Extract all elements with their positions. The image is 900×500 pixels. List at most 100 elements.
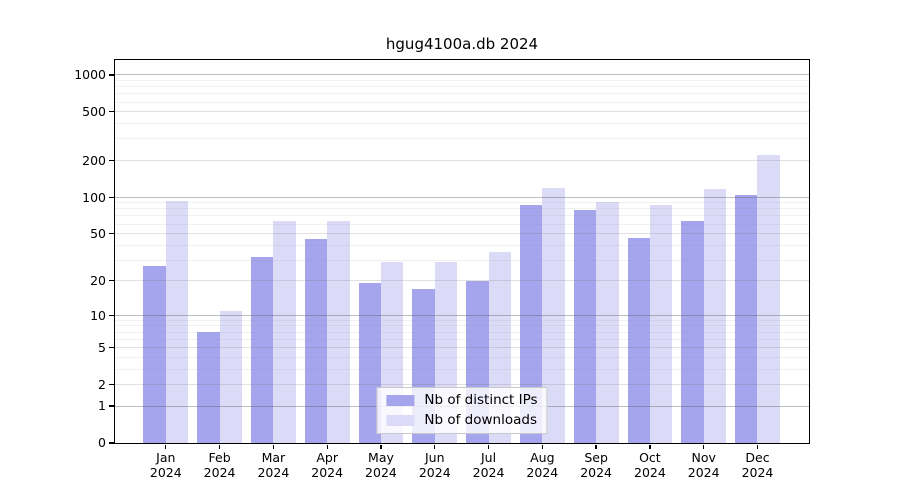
gridline-9	[115, 319, 809, 321]
x-tick-label-dec: Dec 2024	[730, 450, 784, 481]
y-tick-5	[109, 346, 114, 349]
x-tick-year: 2024	[634, 465, 666, 480]
x-tick-label-jan: Jan 2024	[139, 450, 193, 481]
gridline-5	[115, 347, 809, 349]
x-tick-month: Jul	[480, 449, 497, 465]
gridline-200	[115, 159, 809, 161]
x-tick-label-may: May 2024	[354, 450, 408, 481]
bar-aug-downloads	[542, 187, 565, 443]
gridline-4	[115, 356, 809, 358]
gridline-900	[115, 80, 809, 82]
x-tick-year: 2024	[311, 465, 344, 480]
gridline-70	[115, 215, 809, 217]
x-tick-year: 2024	[687, 465, 720, 480]
y-tick-0	[109, 442, 114, 444]
gridline-10	[115, 314, 809, 316]
bar-sep-downloads	[596, 202, 619, 443]
gridline-6	[115, 338, 809, 340]
x-tick-year: 2024	[580, 465, 613, 480]
y-tick-1000	[109, 74, 114, 76]
y-tick-label-500: 500	[82, 104, 106, 120]
x-tick-month: Jun	[424, 449, 445, 465]
x-tick-month: Mar	[261, 449, 286, 465]
y-tick-label-2: 2	[98, 376, 106, 392]
gridline-300	[115, 138, 809, 140]
bar-dec-distinct-ips	[735, 195, 758, 443]
x-tick-label-nov: Nov 2024	[677, 450, 731, 481]
x-tick-month: Apr	[316, 449, 338, 465]
bar-may-distinct-ips	[358, 283, 381, 443]
x-tick-year: 2024	[418, 465, 451, 480]
gridline-60	[115, 223, 809, 225]
y-tick-1	[109, 405, 114, 407]
x-tick-month: Oct	[639, 449, 661, 465]
x-tick-label-mar: Mar 2024	[246, 450, 300, 481]
x-tick-label-sep: Sep 2024	[569, 450, 623, 481]
x-tick-month: Feb	[208, 449, 231, 465]
y-tick-label-200: 200	[82, 152, 106, 168]
gridline-3	[115, 368, 809, 370]
legend: Nb of distinct IPs Nb of downloads	[376, 387, 548, 434]
x-tick-month: Sep	[584, 449, 608, 465]
bar-jan-downloads	[165, 200, 189, 443]
x-tick-jul	[487, 444, 490, 449]
x-tick-label-jun: Jun 2024	[408, 450, 462, 481]
x-tick-year: 2024	[203, 465, 236, 480]
legend-row-downloads: Nb of downloads	[386, 412, 537, 429]
y-tick-label-1: 1	[98, 398, 106, 414]
bar-jan-distinct-ips	[143, 265, 166, 443]
gridline-500	[115, 111, 809, 113]
plot-area: Nb of distinct IPs Nb of downloads 1000 5…	[74, 59, 810, 480]
x-tick-label-jul: Jul 2024	[462, 450, 516, 481]
x-tick-label-oct: Oct 2024	[623, 450, 677, 481]
x-tick-jan	[165, 444, 167, 449]
x-tick-year: 2024	[149, 465, 182, 480]
gridline-50	[115, 233, 809, 235]
bar-nov-downloads	[703, 188, 727, 443]
y-tick-label-0: 0	[98, 435, 106, 451]
x-tick-jun	[434, 444, 436, 449]
bar-apr-downloads	[327, 220, 350, 443]
y-tick-label-1000: 1000	[74, 67, 106, 83]
gridline-800	[115, 86, 809, 88]
bar-mar-downloads	[273, 220, 296, 443]
bar-dec-downloads	[757, 155, 780, 443]
y-tick-50	[109, 232, 114, 235]
y-tick-200	[109, 159, 114, 162]
bar-oct-downloads	[649, 205, 673, 443]
chart-title: hgug4100a.db 2024	[385, 35, 539, 53]
bar-oct-distinct-ips	[627, 237, 650, 443]
gridline-2	[115, 383, 809, 385]
bar-feb-downloads	[219, 310, 242, 443]
bar-nov-distinct-ips	[681, 220, 704, 443]
x-tick-feb	[218, 444, 221, 449]
legend-row-distinct-ips: Nb of distinct IPs	[386, 392, 538, 409]
y-tick-500	[109, 111, 114, 113]
x-tick-aug	[541, 444, 543, 449]
x-tick-sep	[595, 444, 597, 449]
x-tick-apr	[326, 444, 328, 449]
legend-label-downloads: Nb of downloads	[424, 412, 537, 428]
gridline-400	[115, 123, 809, 125]
x-tick-mar	[272, 444, 275, 449]
y-tick-label-10: 10	[90, 307, 106, 323]
x-tick-month: Dec	[745, 449, 770, 465]
gridline-100	[115, 196, 809, 198]
x-tick-month: Nov	[691, 449, 716, 465]
x-tick-nov	[703, 444, 705, 449]
gridline-30	[115, 259, 809, 261]
gridline-8	[115, 325, 809, 327]
x-tick-may	[380, 444, 382, 449]
gridline-80	[115, 208, 809, 210]
gridline-7	[115, 331, 809, 333]
y-tick-label-20: 20	[90, 273, 106, 289]
gridline-1000	[115, 74, 809, 76]
gridline-20	[115, 280, 809, 282]
y-tick-label-50: 50	[90, 225, 106, 241]
gridline-700	[115, 93, 809, 95]
legend-label-distinct-ips: Nb of distinct IPs	[424, 392, 538, 408]
y-tick-label-100: 100	[82, 189, 106, 205]
bar-mar-distinct-ips	[250, 256, 274, 443]
bar-sep-distinct-ips	[573, 209, 597, 443]
